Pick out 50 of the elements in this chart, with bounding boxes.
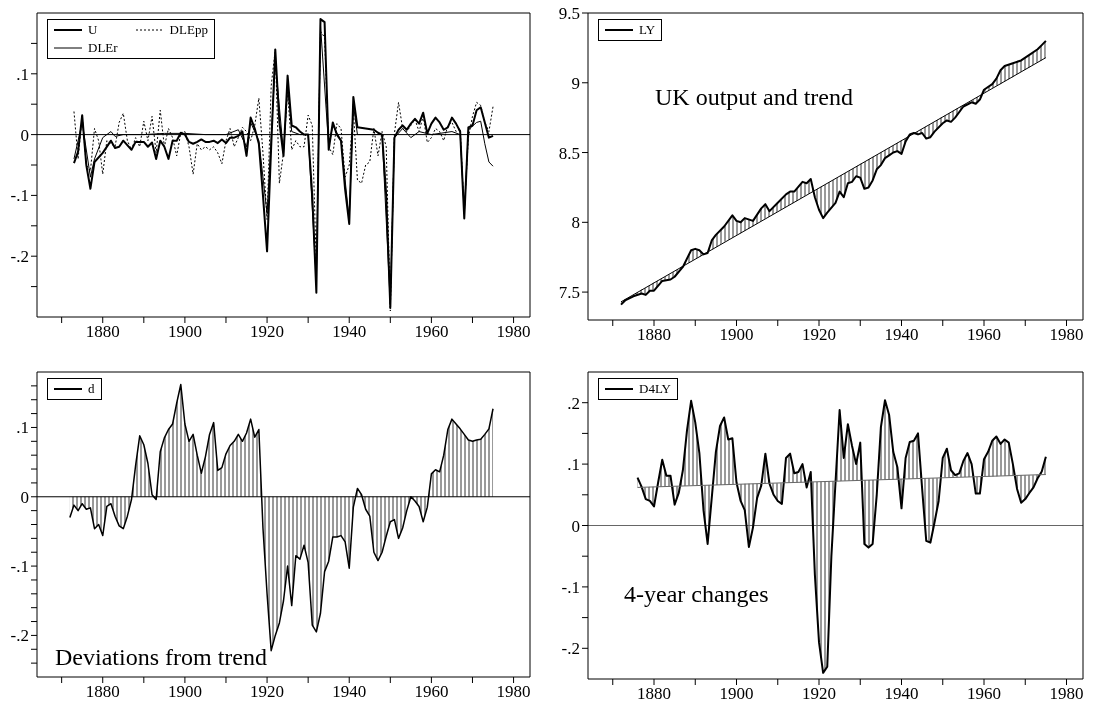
- y-tick-label: 8: [571, 213, 580, 233]
- x-tick-label: 1960: [967, 684, 1001, 704]
- y-tick-label: 0: [20, 125, 29, 145]
- x-tick-label: 1960: [414, 682, 449, 702]
- y-tick-label: -.2: [561, 639, 580, 659]
- y-tick-label: 9: [571, 73, 580, 93]
- x-tick-label: 1900: [719, 325, 754, 345]
- y-tick-label: -.2: [10, 626, 29, 646]
- y-tick-label: -.2: [10, 247, 29, 267]
- legend-label: DLEr: [88, 39, 118, 57]
- x-tick-label: 1980: [1049, 684, 1084, 704]
- x-tick-label: 1900: [719, 684, 754, 704]
- x-tick-label: 1940: [884, 325, 919, 345]
- x-tick-label: 1880: [85, 682, 120, 702]
- x-tick-label: 1920: [250, 322, 285, 342]
- y-tick-label: .1: [16, 64, 29, 84]
- y-tick-label: 9.5: [558, 4, 580, 24]
- x-tick-label: 1960: [967, 325, 1001, 345]
- x-tick-label: 1900: [167, 322, 202, 342]
- y-tick-label: 8.5: [558, 143, 580, 163]
- y-tick-label: 0: [571, 516, 580, 536]
- x-tick-label: 1940: [332, 682, 367, 702]
- legend-label: DLEpp: [169, 21, 208, 39]
- legend-label: D4LY: [639, 380, 671, 398]
- text: UK output and trend: [655, 83, 853, 111]
- y-tick-label: -.1: [561, 577, 580, 597]
- x-tick-label: 1920: [802, 684, 836, 704]
- x-tick-label: 1880: [637, 684, 671, 704]
- x-tick-label: 1880: [85, 322, 120, 342]
- x-tick-label: 1880: [637, 325, 671, 345]
- legend-label: U: [88, 21, 98, 39]
- x-tick-label: 1980: [1049, 325, 1084, 345]
- y-tick-label: -.1: [10, 557, 29, 577]
- y-tick-label: .2: [567, 393, 580, 413]
- x-tick-label: 1920: [250, 682, 285, 702]
- x-tick-label: 1940: [332, 322, 367, 342]
- text: Deviations from trend: [55, 643, 267, 671]
- y-tick-label: 7.5: [558, 283, 580, 303]
- y-tick-label: .1: [16, 418, 29, 438]
- legend-label: d: [88, 380, 95, 398]
- y-tick-label: .1: [567, 455, 580, 475]
- y-tick-label: 0: [20, 487, 29, 507]
- y-tick-label: -.1: [10, 186, 29, 206]
- x-tick-label: 1940: [884, 684, 919, 704]
- x-tick-label: 1900: [167, 682, 202, 702]
- x-tick-label: 1980: [496, 322, 531, 342]
- x-tick-label: 1980: [496, 682, 531, 702]
- legend-label: LY: [639, 21, 656, 39]
- x-tick-label: 1920: [802, 325, 836, 345]
- x-tick-label: 1960: [414, 322, 449, 342]
